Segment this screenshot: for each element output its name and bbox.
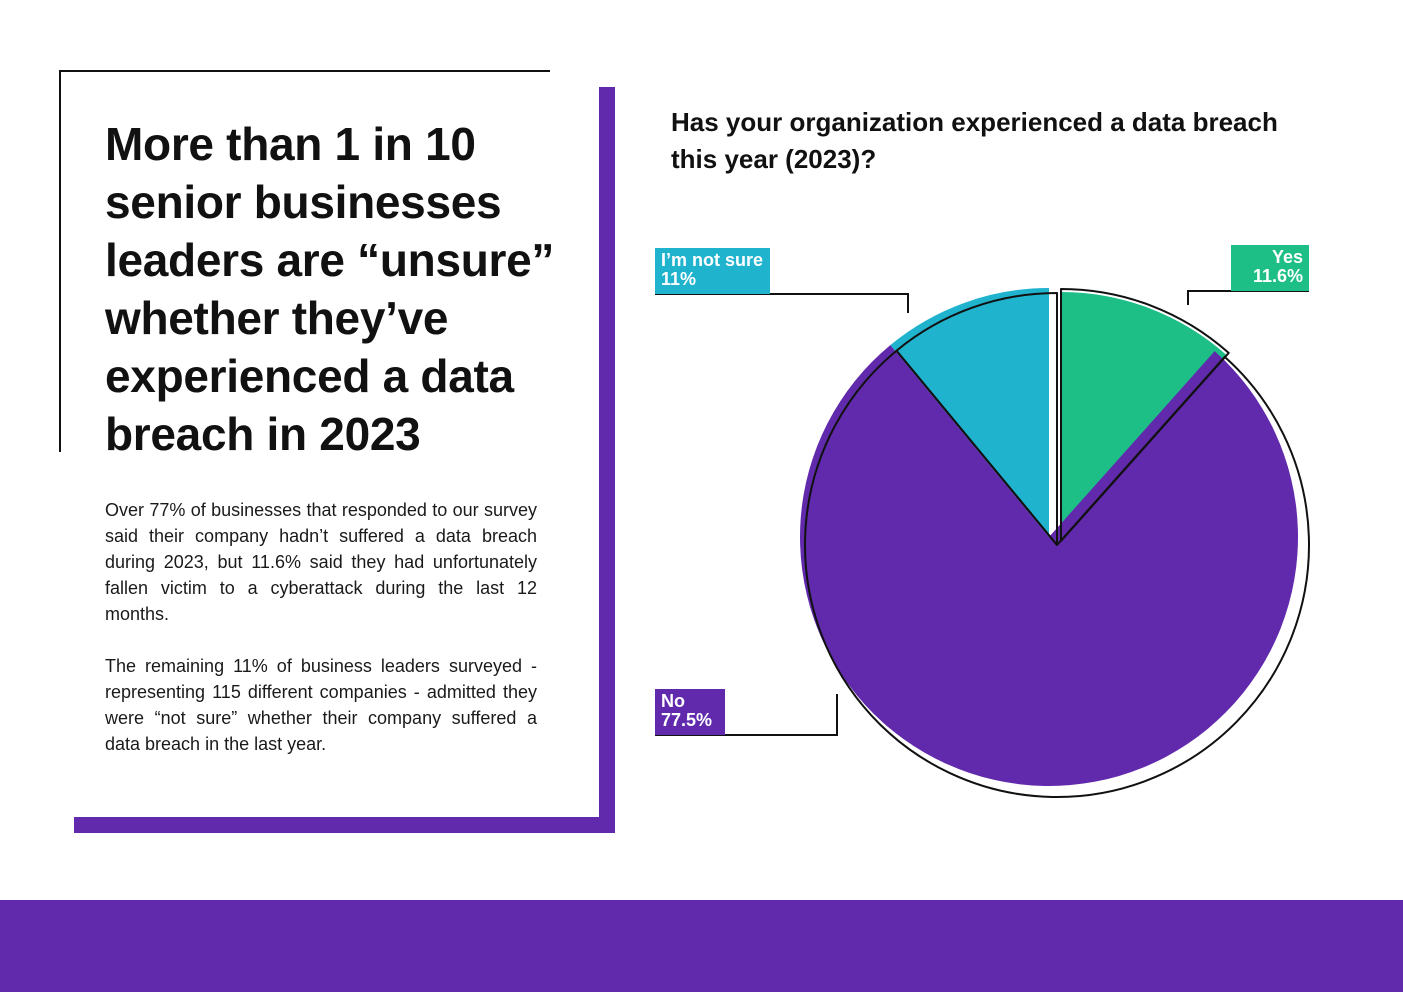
frame-left-border: [59, 70, 61, 452]
frame-top-border: [59, 70, 550, 72]
frame-bottom-accent: [74, 817, 615, 833]
paragraph-2: The remaining 11% of business leaders su…: [105, 656, 537, 754]
pie-slice-outline-i-m-not-sure: [895, 292, 1058, 546]
yes-name: Yes: [1271, 247, 1303, 267]
callout-line-yes: [1187, 290, 1309, 305]
legend-label-not-sure: I’m not sure 11%: [655, 248, 770, 294]
yes-value: 11.6%: [1252, 266, 1303, 286]
legend-label-yes: Yes 11.6%: [1231, 245, 1309, 291]
pie-slice-outline-yes: [1060, 288, 1230, 542]
pie-slice-i-m-not-sure: [890, 288, 1049, 537]
pie-chart: [655, 288, 1310, 798]
paragraph-1: Over 77% of businesses that responded to…: [105, 500, 537, 624]
callout-line-no: [655, 694, 838, 736]
body-text: Over 77% of businesses that responded to…: [105, 497, 537, 783]
chart-title: Has your organization experienced a data…: [671, 107, 1278, 174]
pie-slice-no: [800, 345, 1298, 786]
no-value: 77.5%: [661, 710, 713, 730]
frame-right-accent: [599, 87, 615, 833]
callout-line-not-sure: [655, 293, 909, 313]
not-sure-value: 11%: [661, 269, 697, 289]
pie-slice-outline-no: [804, 349, 1310, 798]
no-name: No: [661, 691, 685, 711]
footer-band: [0, 900, 1403, 992]
legend-label-no: No 77.5%: [655, 689, 725, 735]
headline: More than 1 in 10 senior businesses lead…: [105, 118, 555, 460]
callout-lines: [655, 290, 1309, 736]
not-sure-name: I’m not sure: [661, 250, 764, 270]
